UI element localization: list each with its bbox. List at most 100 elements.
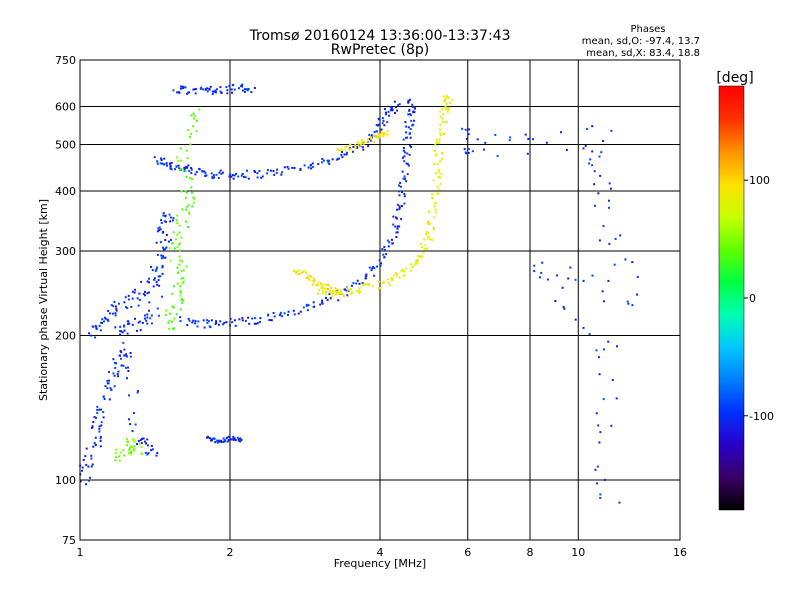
echo-point <box>402 138 405 141</box>
echo-point <box>305 271 308 274</box>
echo-point <box>156 230 159 233</box>
echo-point <box>406 136 408 139</box>
echo-point <box>186 157 189 160</box>
echo-point <box>403 175 406 178</box>
echo-point <box>421 246 424 249</box>
echo-point <box>413 111 416 113</box>
echo-point <box>124 306 127 309</box>
echo-point <box>208 325 211 328</box>
echo-point <box>349 287 352 290</box>
echo-point <box>407 126 410 129</box>
echo-point <box>363 141 366 143</box>
echo-point <box>397 104 400 107</box>
echo-point <box>357 142 360 145</box>
x-tick-label: 8 <box>527 546 534 559</box>
echo-point <box>103 398 106 400</box>
echo-point <box>214 441 217 444</box>
plot-frame <box>79 59 681 541</box>
echo-point <box>626 300 629 303</box>
echo-point <box>468 128 470 131</box>
echo-point <box>206 319 209 322</box>
echo-point <box>533 264 536 267</box>
echo-point <box>195 88 197 91</box>
echo-point <box>169 165 172 168</box>
echo-point <box>364 282 367 285</box>
echo-point <box>210 438 213 441</box>
echo-point <box>131 297 134 300</box>
echo-point <box>610 129 613 132</box>
echo-point <box>306 309 309 312</box>
echo-point <box>218 171 221 174</box>
echo-point <box>223 321 226 324</box>
echo-point <box>437 176 440 179</box>
echo-point <box>561 286 564 289</box>
echo-point <box>244 88 246 91</box>
echo-point <box>131 290 134 293</box>
echo-point <box>382 135 385 138</box>
echo-point <box>268 319 271 321</box>
echo-point <box>328 293 331 295</box>
echo-point <box>317 163 320 166</box>
echo-point <box>162 212 165 215</box>
echo-point <box>190 114 193 117</box>
echo-point <box>223 440 226 443</box>
echo-point <box>445 108 447 111</box>
echo-point <box>113 385 116 388</box>
echo-point <box>201 170 204 173</box>
echo-point <box>126 377 128 380</box>
phases-x-stats: mean, sd,X: 83.4, 18.8 <box>586 48 700 59</box>
echo-point <box>560 131 562 134</box>
echo-point <box>168 162 171 165</box>
echo-point <box>220 441 223 443</box>
echo-point <box>228 85 231 88</box>
echo-point <box>615 397 618 400</box>
echo-point <box>407 113 410 116</box>
echo-point <box>91 463 94 466</box>
echo-point <box>416 261 419 264</box>
echo-point <box>213 90 216 93</box>
echo-point <box>245 88 248 91</box>
echo-point <box>425 233 427 236</box>
echo-point <box>188 212 191 215</box>
echo-point <box>142 293 145 295</box>
echo-point <box>207 320 210 323</box>
echo-point <box>193 117 195 120</box>
echo-point <box>134 423 137 426</box>
echo-point <box>134 288 136 291</box>
echo-point <box>438 138 441 141</box>
echo-point <box>207 436 209 439</box>
echo-point <box>324 287 327 290</box>
echo-point <box>192 125 195 128</box>
echo-point <box>110 304 113 307</box>
echo-point <box>433 163 436 166</box>
echo-point <box>181 208 184 211</box>
echo-point <box>325 290 328 293</box>
echo-point <box>404 151 407 154</box>
echo-point <box>599 497 602 499</box>
echo-point <box>146 316 149 319</box>
echo-point <box>320 301 323 304</box>
echo-point <box>387 281 390 284</box>
echo-point <box>176 156 179 159</box>
echo-point <box>365 273 368 276</box>
echo-point <box>591 274 594 277</box>
echo-point <box>146 444 149 447</box>
echo-point <box>182 85 185 88</box>
echo-point <box>162 248 165 251</box>
echo-point <box>174 168 176 171</box>
echo-point <box>155 454 158 457</box>
echo-point <box>377 287 380 290</box>
echo-point <box>312 301 315 304</box>
echo-point <box>362 284 364 287</box>
echo-point <box>94 324 97 327</box>
echo-point <box>173 285 175 288</box>
echo-point <box>402 149 405 152</box>
echo-point <box>180 87 182 90</box>
echo-point <box>312 277 315 280</box>
echo-point <box>99 435 102 438</box>
echo-point <box>396 225 399 228</box>
y-tick-label: 750 <box>55 54 76 67</box>
echo-point <box>226 436 229 439</box>
echo-point <box>329 290 332 293</box>
echo-point <box>417 255 420 258</box>
